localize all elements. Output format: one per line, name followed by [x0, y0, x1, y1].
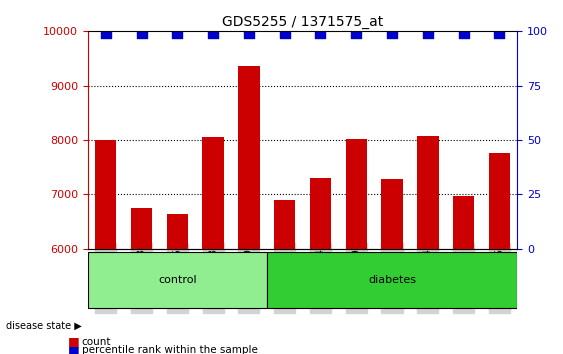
Bar — [167, 215, 188, 354]
Bar — [95, 140, 117, 354]
Point — [280, 30, 289, 35]
Point — [173, 30, 182, 35]
Point — [495, 30, 504, 35]
Title: GDS5255 / 1371575_at: GDS5255 / 1371575_at — [222, 15, 383, 29]
Text: ■: ■ — [68, 344, 79, 354]
FancyBboxPatch shape — [267, 252, 517, 308]
Text: control: control — [158, 275, 196, 285]
Bar — [238, 66, 260, 354]
Point — [209, 30, 218, 35]
FancyBboxPatch shape — [88, 252, 267, 308]
Point — [316, 30, 325, 35]
Text: ■: ■ — [68, 335, 79, 348]
Point — [423, 30, 432, 35]
Point — [387, 30, 396, 35]
Bar — [274, 200, 296, 354]
Text: disease state ▶: disease state ▶ — [6, 321, 82, 331]
Text: diabetes: diabetes — [368, 275, 416, 285]
Point — [244, 30, 253, 35]
Point — [459, 30, 468, 35]
Bar — [489, 153, 510, 354]
Point — [101, 30, 110, 35]
Point — [137, 30, 146, 35]
Bar — [202, 137, 224, 354]
Bar — [346, 139, 367, 354]
Bar — [453, 196, 475, 354]
Bar — [310, 178, 331, 354]
Text: count: count — [82, 337, 111, 347]
Bar — [417, 136, 439, 354]
Point — [352, 30, 361, 35]
Text: percentile rank within the sample: percentile rank within the sample — [82, 346, 257, 354]
Bar — [381, 179, 403, 354]
Bar — [131, 208, 152, 354]
